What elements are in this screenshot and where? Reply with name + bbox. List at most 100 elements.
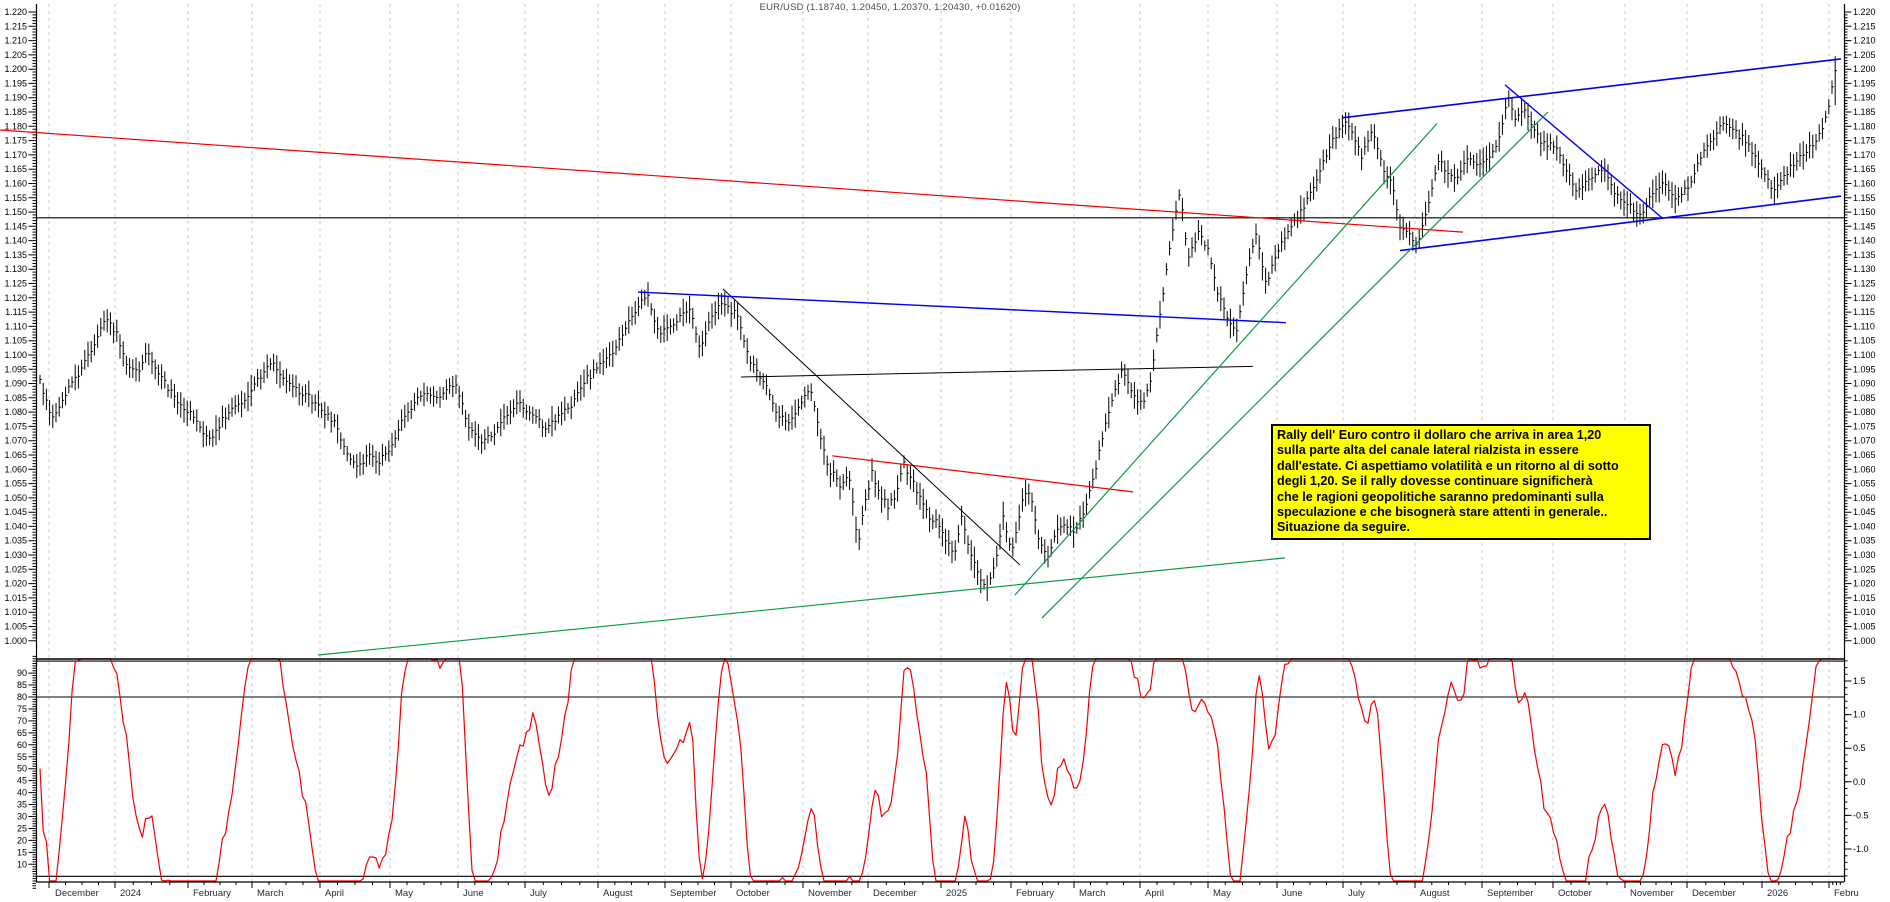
svg-text:1.065: 1.065 [4,450,27,460]
svg-text:1.005: 1.005 [4,622,27,632]
svg-text:1.050: 1.050 [4,493,27,503]
svg-text:1.105: 1.105 [4,336,27,346]
svg-text:1.000: 1.000 [1853,636,1876,646]
svg-text:1.210: 1.210 [4,36,27,46]
svg-text:1.025: 1.025 [4,564,27,574]
svg-text:85: 85 [17,680,27,690]
svg-text:August: August [1420,888,1450,899]
analyst-annotation-box[interactable]: Rally dell' Euro contro il dollaro che a… [1271,424,1651,540]
svg-text:2026: 2026 [1767,888,1788,899]
trendlines [0,58,1842,656]
svg-text:July: July [530,888,547,899]
svg-text:1.015: 1.015 [1853,593,1876,603]
svg-text:1.170: 1.170 [4,150,27,160]
svg-text:1.205: 1.205 [4,50,27,60]
svg-text:Febru: Febru [1834,888,1859,899]
price-close-ticks [40,70,1837,589]
svg-text:90: 90 [17,668,27,678]
trendline-green-steep-upper [1014,123,1438,596]
svg-text:1.130: 1.130 [4,264,27,274]
svg-text:1.215: 1.215 [4,21,27,31]
svg-text:July: July [1348,888,1365,899]
svg-text:-0.5: -0.5 [1853,810,1869,820]
svg-text:2025: 2025 [946,888,967,899]
svg-text:1.200: 1.200 [1853,64,1876,74]
svg-text:1.035: 1.035 [4,536,27,546]
svg-text:1.045: 1.045 [1853,507,1876,517]
svg-text:1.055: 1.055 [1853,479,1876,489]
svg-text:-1.0: -1.0 [1853,844,1869,854]
svg-text:October: October [736,888,770,899]
trendline-blue-channel-upper [1342,58,1842,119]
svg-text:1.215: 1.215 [1853,21,1876,31]
svg-text:1.060: 1.060 [4,464,27,474]
svg-text:1.175: 1.175 [1853,136,1876,146]
svg-text:1.155: 1.155 [4,193,27,203]
svg-text:1.035: 1.035 [1853,536,1876,546]
trendline-blue-descending-right [1504,84,1663,219]
svg-text:1.090: 1.090 [1853,379,1876,389]
svg-text:1.0: 1.0 [1853,710,1866,720]
svg-text:1.020: 1.020 [1853,579,1876,589]
svg-text:1.195: 1.195 [1853,78,1876,88]
svg-text:1.095: 1.095 [1853,364,1876,374]
svg-text:1.080: 1.080 [4,407,27,417]
svg-text:1.105: 1.105 [1853,336,1876,346]
svg-text:25: 25 [17,824,27,834]
svg-text:15: 15 [17,847,27,857]
svg-text:60: 60 [17,740,27,750]
svg-text:1.085: 1.085 [1853,393,1876,403]
svg-text:March: March [257,888,283,899]
chart-title: EUR/USD (1.18740, 1.20450, 1.20370, 1.20… [759,2,1021,13]
svg-text:March: March [1079,888,1105,899]
svg-text:1.040: 1.040 [4,521,27,531]
svg-text:1.065: 1.065 [1853,450,1876,460]
svg-text:1.150: 1.150 [4,207,27,217]
month-labels: December 2024 February March April May June Jul… [55,888,1859,899]
svg-text:1.135: 1.135 [1853,250,1876,260]
svg-text:1.220: 1.220 [4,7,27,17]
svg-text:September: September [1487,888,1533,899]
annotation-line: dall'estate. Ci aspettiamo volatilità e … [1277,458,1619,473]
svg-text:1.115: 1.115 [5,307,27,317]
svg-text:1.195: 1.195 [4,78,27,88]
svg-text:1.075: 1.075 [4,421,27,431]
svg-text:June: June [463,888,484,899]
svg-text:1.175: 1.175 [4,136,27,146]
svg-text:1.010: 1.010 [1853,607,1876,617]
svg-text:1.160: 1.160 [1853,179,1876,189]
svg-text:1.130: 1.130 [1853,264,1876,274]
svg-text:1.080: 1.080 [1853,407,1876,417]
annotation-line: che le ragioni geopolitiche saranno pred… [1277,489,1604,504]
svg-text:November: November [1630,888,1674,899]
svg-text:55: 55 [17,752,27,762]
svg-text:1.220: 1.220 [1853,7,1876,17]
svg-text:August: August [603,888,633,899]
svg-text:1.120: 1.120 [4,293,27,303]
trendline-black-resistance-flat [740,365,1254,378]
svg-text:1.135: 1.135 [4,250,27,260]
oscillator-line [39,658,1836,882]
svg-text:1.090: 1.090 [4,379,27,389]
svg-text:45: 45 [17,776,27,786]
annotation-line: Rally dell' Euro contro il dollaro che a… [1277,428,1602,442]
svg-text:September: September [670,888,716,899]
svg-text:1.165: 1.165 [4,164,27,174]
svg-text:April: April [325,888,344,899]
svg-text:1.140: 1.140 [4,236,27,246]
svg-text:0.0: 0.0 [1853,777,1866,787]
svg-text:1.020: 1.020 [4,579,27,589]
svg-text:1.055: 1.055 [4,479,27,489]
svg-text:1.070: 1.070 [4,436,27,446]
oscillator-hlines [36,660,1844,877]
svg-text:0.5: 0.5 [1853,743,1866,753]
trendline-red-major-descending [0,129,1464,233]
svg-text:December: December [55,888,99,899]
annotation-line: degli 1,20. Se il rally dovesse continua… [1277,474,1593,489]
svg-text:1.060: 1.060 [1853,464,1876,474]
svg-text:1.190: 1.190 [1853,93,1876,103]
svg-text:June: June [1282,888,1303,899]
svg-text:1.040: 1.040 [1853,521,1876,531]
